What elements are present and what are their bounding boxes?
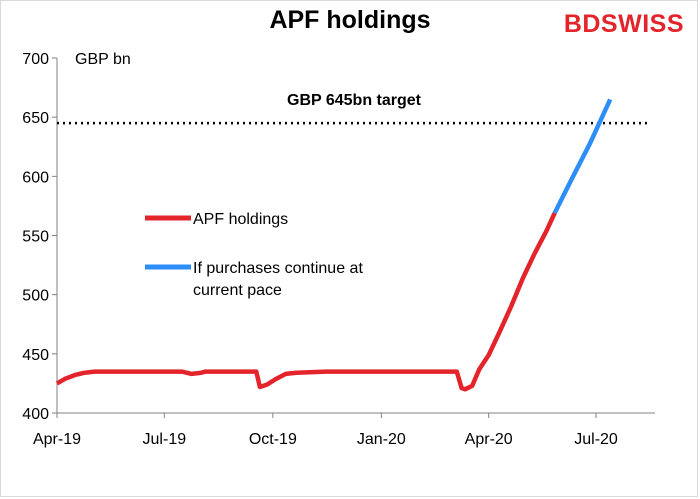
- x-tick-label: Oct-19: [249, 431, 297, 448]
- x-tick-label: Jul-19: [143, 431, 187, 448]
- y-tick-label: 400: [22, 406, 49, 423]
- target-label: GBP 645bn target: [287, 92, 422, 109]
- legend-label-apf-holdings: APF holdings: [193, 211, 288, 228]
- series-line-projection: [552, 98, 613, 215]
- y-tick-label: 650: [22, 110, 49, 127]
- logo-part-bd: BD: [563, 10, 601, 38]
- legend-label-projection: If purchases continue at: [193, 260, 363, 277]
- brand-logo: BDSWISS: [564, 10, 684, 39]
- y-tick-label: 450: [22, 347, 49, 364]
- y-tick-label: 700: [22, 51, 49, 68]
- y-tick-label: 500: [22, 288, 49, 305]
- x-tick-label: Jan-20: [357, 431, 406, 448]
- x-tick-label: Jul-20: [574, 431, 618, 448]
- x-tick-label: Apr-20: [465, 431, 513, 448]
- y-axis-unit-label: GBP bn: [75, 51, 131, 68]
- x-tick-label: Apr-19: [33, 431, 81, 448]
- chart-title: APF holdings: [269, 6, 431, 34]
- series-line-apf-holdings: [55, 212, 557, 392]
- legend-label-projection: current pace: [193, 282, 282, 299]
- y-tick-label: 600: [22, 169, 49, 186]
- logo-part-swiss: SWISS: [600, 10, 684, 38]
- y-tick-label: 550: [22, 229, 49, 246]
